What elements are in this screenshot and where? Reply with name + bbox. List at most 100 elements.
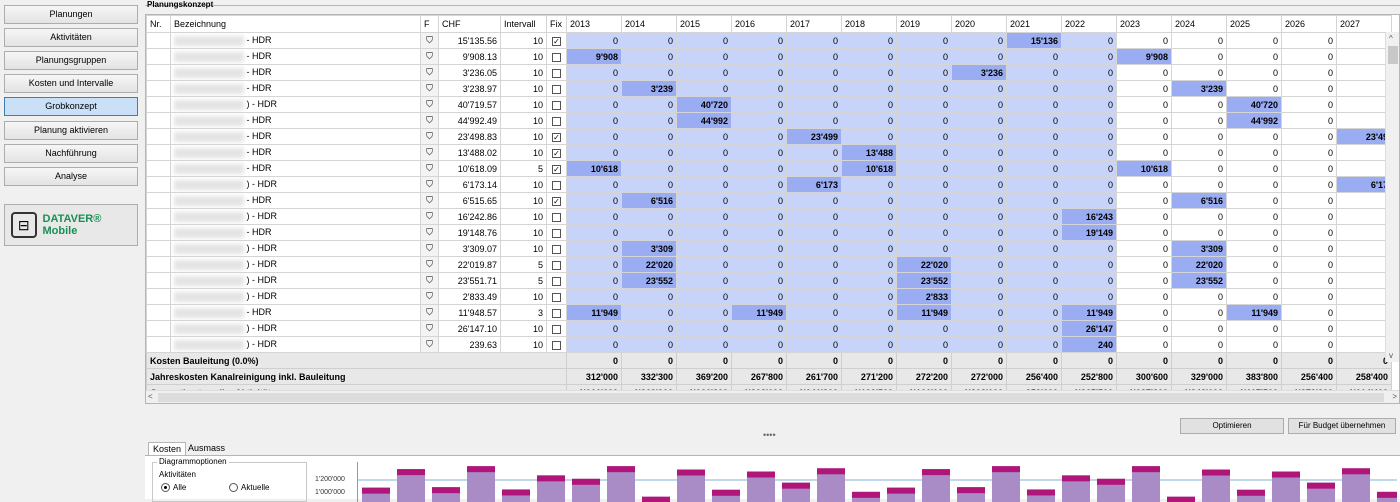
year-cell[interactable]: 22'020 xyxy=(1171,256,1227,273)
column-header-2026[interactable]: 2026 xyxy=(1281,15,1337,33)
year-cell[interactable]: 0 xyxy=(621,224,677,241)
year-cell[interactable]: 44'992 xyxy=(1226,112,1282,129)
filter-icon[interactable]: ⛉ xyxy=(420,176,439,193)
year-cell[interactable]: 0 xyxy=(731,288,787,305)
filter-icon[interactable]: ⛉ xyxy=(420,144,439,161)
year-cell[interactable]: 0 xyxy=(1281,304,1337,321)
year-cell[interactable]: 0 xyxy=(566,272,622,289)
filter-icon[interactable]: ⛉ xyxy=(420,224,439,241)
year-cell[interactable]: 0 xyxy=(1061,256,1117,273)
year-cell[interactable]: 0 xyxy=(1061,112,1117,129)
table-row[interactable]: - HDR ⛉ 6'515.65 10 ✓ 0 6'516 0 0 0 0 0 0 0 0 0 6'516 0 0 xyxy=(146,192,1392,209)
year-cell[interactable]: 0 xyxy=(1061,160,1117,177)
year-cell[interactable]: 3'309 xyxy=(621,240,677,257)
year-cell[interactable]: 0 xyxy=(1006,80,1062,97)
year-cell[interactable]: 0 xyxy=(1281,32,1337,49)
filter-icon[interactable]: ⛉ xyxy=(420,208,439,225)
table-row[interactable]: ) - HDR ⛉ 2'833.49 10 0 0 0 0 0 0 2'833 0 0 0 0 0 0 0 xyxy=(146,288,1392,305)
year-cell[interactable]: 0 xyxy=(566,208,622,225)
year-cell[interactable]: 0 xyxy=(1226,176,1282,193)
fix-checkbox[interactable]: ✓ xyxy=(546,192,567,209)
column-header-2014[interactable]: 2014 xyxy=(621,15,677,33)
sidebar-item-kosten-und-intervalle[interactable]: Kosten und Intervalle xyxy=(4,74,138,93)
year-cell[interactable]: 0 xyxy=(1226,224,1282,241)
year-cell[interactable]: 9'908 xyxy=(1116,48,1172,65)
year-cell[interactable]: 0 xyxy=(951,144,1007,161)
year-cell[interactable]: 23'552 xyxy=(621,272,677,289)
table-row[interactable]: ) - HDR ⛉ 23'551.71 5 0 23'552 0 0 0 0 23'552 0 0 0 0 2… xyxy=(146,272,1392,289)
year-cell[interactable]: 0 xyxy=(786,288,842,305)
fix-checkbox[interactable] xyxy=(546,96,567,113)
year-cell[interactable]: 0 xyxy=(566,32,622,49)
year-cell[interactable]: 0 xyxy=(676,176,732,193)
year-cell[interactable]: 0 xyxy=(841,224,897,241)
horizontal-scroll-thumb[interactable] xyxy=(158,393,1384,402)
fix-checkbox[interactable] xyxy=(546,336,567,353)
year-cell[interactable]: 0 xyxy=(951,208,1007,225)
year-cell[interactable]: 0 xyxy=(1226,160,1282,177)
year-cell[interactable]: 40'720 xyxy=(676,96,732,113)
year-cell[interactable]: 0 xyxy=(1006,64,1062,81)
year-cell[interactable]: 0 xyxy=(1281,80,1337,97)
year-cell[interactable]: 0 xyxy=(1116,96,1172,113)
year-cell[interactable]: 0 xyxy=(1116,208,1172,225)
year-cell[interactable]: 0 xyxy=(841,304,897,321)
fix-checkbox[interactable] xyxy=(546,176,567,193)
year-cell[interactable]: 0 xyxy=(841,32,897,49)
filter-icon[interactable]: ⛉ xyxy=(420,128,439,145)
year-cell[interactable]: 0 xyxy=(566,144,622,161)
year-cell[interactable]: 0 xyxy=(1061,96,1117,113)
year-cell[interactable]: 0 xyxy=(1006,336,1062,353)
year-cell[interactable]: 0 xyxy=(1171,320,1227,337)
table-row[interactable]: - HDR ⛉ 13'488.02 10 ✓ 0 0 0 0 0 13'488 0 0 0 0 0 0 0 0 xyxy=(146,144,1392,161)
year-cell[interactable]: 0 xyxy=(566,96,622,113)
year-cell[interactable]: 19'149 xyxy=(1061,224,1117,241)
fix-checkbox[interactable] xyxy=(546,304,567,321)
year-cell[interactable]: 0 xyxy=(1006,208,1062,225)
year-cell[interactable]: 0 xyxy=(1171,336,1227,353)
year-cell[interactable]: 0 xyxy=(621,112,677,129)
year-cell[interactable]: 0 xyxy=(676,48,732,65)
year-cell[interactable]: 0 xyxy=(731,336,787,353)
year-cell[interactable]: 0 xyxy=(1226,32,1282,49)
year-cell[interactable]: 10'618 xyxy=(841,160,897,177)
year-cell[interactable]: 22'020 xyxy=(621,256,677,273)
year-cell[interactable] xyxy=(1336,96,1392,113)
row-interval[interactable]: 10 xyxy=(500,112,547,129)
sidebar-item-nachführung[interactable]: Nachführung xyxy=(4,144,138,163)
year-cell[interactable]: 0 xyxy=(1226,80,1282,97)
row-interval[interactable]: 10 xyxy=(500,224,547,241)
year-cell[interactable]: 0 xyxy=(566,80,622,97)
row-interval[interactable]: 10 xyxy=(500,320,547,337)
year-cell[interactable]: 0 xyxy=(676,320,732,337)
optimize-button[interactable]: Optimieren xyxy=(1180,418,1284,434)
year-cell[interactable]: 0 xyxy=(676,160,732,177)
year-cell[interactable]: 0 xyxy=(621,48,677,65)
fix-checkbox[interactable] xyxy=(546,272,567,289)
year-cell[interactable] xyxy=(1336,256,1392,273)
year-cell[interactable]: 0 xyxy=(621,336,677,353)
column-header-intervall[interactable]: Intervall xyxy=(500,15,547,33)
year-cell[interactable] xyxy=(1336,112,1392,129)
table-row[interactable]: ) - HDR ⛉ 22'019.87 5 0 22'020 0 0 0 0 22'020 0 0 0 0 2… xyxy=(146,256,1392,273)
year-cell[interactable]: 0 xyxy=(1171,64,1227,81)
year-cell[interactable]: 0 xyxy=(786,144,842,161)
year-cell[interactable]: 0 xyxy=(951,32,1007,49)
year-cell[interactable]: 0 xyxy=(896,112,952,129)
year-cell[interactable]: 0 xyxy=(1061,128,1117,145)
year-cell[interactable]: 0 xyxy=(1116,176,1172,193)
table-row[interactable]: - HDR ⛉ 3'238.97 10 0 3'239 0 0 0 0 0 0 0 0 0 3'239 0 0 xyxy=(146,80,1392,97)
year-cell[interactable]: 0 xyxy=(841,256,897,273)
year-cell[interactable]: 0 xyxy=(841,80,897,97)
year-cell[interactable]: 0 xyxy=(1171,144,1227,161)
year-cell[interactable]: 0 xyxy=(731,64,787,81)
year-cell[interactable]: 0 xyxy=(676,32,732,49)
year-cell[interactable]: 0 xyxy=(951,240,1007,257)
year-cell[interactable]: 16'243 xyxy=(1061,208,1117,225)
year-cell[interactable]: 0 xyxy=(1006,176,1062,193)
year-cell[interactable]: 0 xyxy=(1116,80,1172,97)
year-cell[interactable]: 0 xyxy=(841,240,897,257)
year-cell[interactable]: 0 xyxy=(1281,208,1337,225)
year-cell[interactable]: 0 xyxy=(896,224,952,241)
year-cell[interactable]: 6'516 xyxy=(1171,192,1227,209)
